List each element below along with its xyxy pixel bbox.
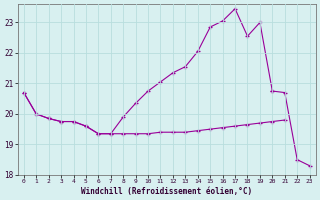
X-axis label: Windchill (Refroidissement éolien,°C): Windchill (Refroidissement éolien,°C) (81, 187, 252, 196)
